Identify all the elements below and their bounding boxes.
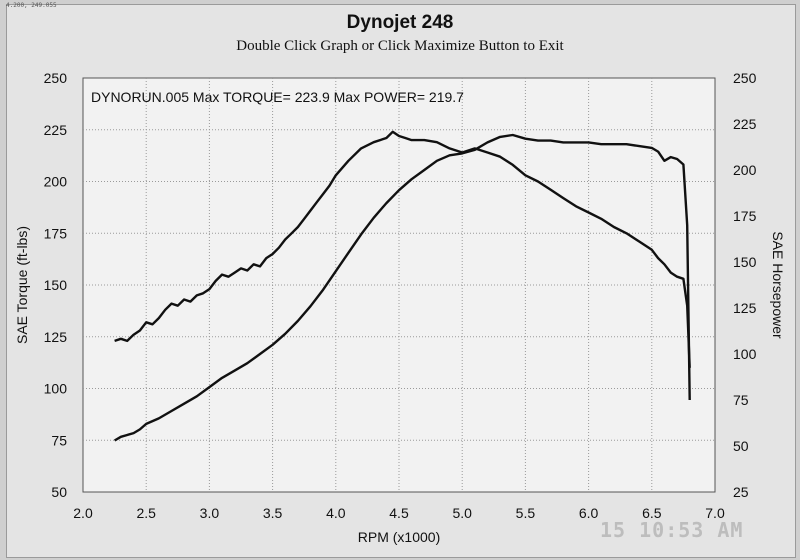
y-tick-label-left: 50 <box>51 484 67 500</box>
window-subtitle: Double Click Graph or Click Maximize But… <box>236 38 564 54</box>
y-axis-label-left: SAE Torque (ft-lbs) <box>14 226 30 344</box>
x-tick-label: 6.5 <box>642 505 662 521</box>
x-tick-label: 5.5 <box>516 505 536 521</box>
x-tick-label: 3.0 <box>200 505 220 521</box>
x-tick-label: 4.5 <box>389 505 409 521</box>
y-tick-label-right: 125 <box>733 300 757 316</box>
tick-labels: 2.0 2.5 3.0 3.5 4.0 4.5 5.0 5.5 6.0 6.5 7.0 50 75 100… <box>44 70 757 521</box>
horsepower-line <box>113 133 691 442</box>
y-tick-label-left: 125 <box>44 329 68 345</box>
y-tick-label-right: 225 <box>733 116 757 132</box>
y-tick-label-left: 200 <box>44 174 68 190</box>
series-lines <box>113 130 691 442</box>
run-annotation: DYNORUN.005 Max TORQUE= 223.9 Max POWER=… <box>91 89 464 105</box>
y-tick-label-right: 75 <box>733 392 749 408</box>
x-tick-label: 4.0 <box>326 505 346 521</box>
y-tick-label-left: 225 <box>44 122 68 138</box>
y-tick-label-right: 250 <box>733 70 757 86</box>
x-tick-label: 6.0 <box>579 505 599 521</box>
x-tick-label: 2.0 <box>73 505 93 521</box>
y-tick-label-right: 25 <box>733 484 749 500</box>
y-tick-label-left: 250 <box>44 70 68 86</box>
torque-line <box>114 130 691 368</box>
y-tick-label-right: 150 <box>733 254 757 270</box>
window-title: Dynojet 248 <box>346 12 454 33</box>
y-tick-label-right: 175 <box>733 208 757 224</box>
x-tick-label: 7.0 <box>705 505 725 521</box>
y-tick-label-left: 75 <box>51 432 67 448</box>
x-tick-label: 3.5 <box>263 505 283 521</box>
y-tick-label-right: 50 <box>733 438 749 454</box>
y-tick-label-left: 150 <box>44 277 68 293</box>
x-axis-label: RPM (x1000) <box>358 529 440 545</box>
y-axis-label-right: SAE Horsepower <box>770 231 786 339</box>
coordinate-readout: 4.200, 249.055 <box>6 2 57 9</box>
y-tick-label-left: 100 <box>44 381 68 397</box>
grid <box>83 78 715 492</box>
x-tick-label: 2.5 <box>136 505 156 521</box>
y-tick-label-right: 200 <box>733 162 757 178</box>
camera-timestamp: 15 10:53 AM <box>600 518 744 542</box>
x-tick-label: 5.0 <box>452 505 472 521</box>
y-tick-label-right: 100 <box>733 346 757 362</box>
y-tick-label-left: 175 <box>44 225 68 241</box>
